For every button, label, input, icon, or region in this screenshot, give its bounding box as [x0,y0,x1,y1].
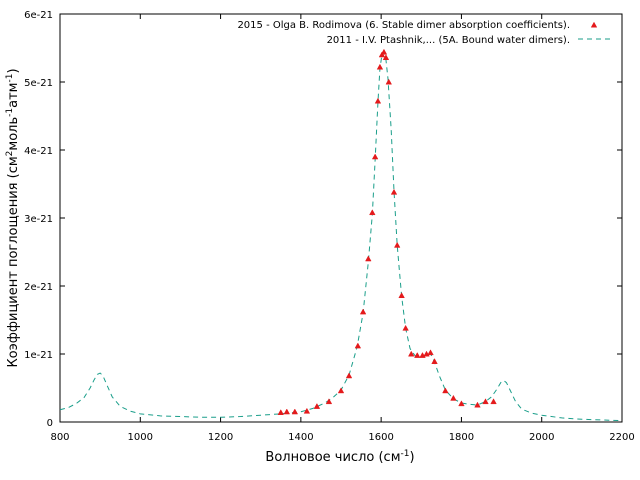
series-line-ptashnik [59,51,623,422]
data-point-rodimova [325,398,333,405]
data-point-rodimova [376,63,384,70]
y-tick-label: 0 [47,418,53,429]
data-point-rodimova [365,255,372,262]
x-tick-label: 1000 [128,432,153,443]
data-point-rodimova [414,352,421,358]
data-point-rodimova [474,401,481,408]
y-tick-label: 5e-21 [24,78,53,89]
data-point-rodimova [431,358,438,364]
y-tick-label: 6e-21 [24,10,53,21]
data-point-rodimova [283,408,291,415]
data-point-rodimova [408,350,415,357]
legend-label-rodimova: 2015 - Olga B. Rodimova (6. Stable dimer… [237,20,570,31]
data-point-rodimova [369,209,376,216]
data-point-rodimova [402,324,409,331]
legend: 2015 - Olga B. Rodimova (6. Stable dimer… [237,20,612,46]
legend-label-ptashnik: 2011 - I.V. Ptashnik,... (5A. Bound wate… [327,35,570,46]
data-point-rodimova [427,349,434,356]
y-tick-label: 1e-21 [24,350,53,361]
plot-frame [59,13,623,423]
data-point-rodimova [313,403,321,409]
data-point-rodimova [490,398,497,405]
y-tick-label: 4e-21 [24,146,53,157]
data-point-rodimova [442,387,449,394]
data-point-rodimova [359,308,367,315]
x-tick-label: 2000 [529,432,554,443]
data-point-rodimova [398,292,405,299]
x-tick-label: 1600 [368,432,393,443]
x-axis-title: Волновое число (см-1) [265,449,414,465]
x-tick-labels: 800 1000 1200 1400 1600 1800 2000 2200 [50,432,634,443]
y-tick-label: 3e-21 [24,214,53,225]
data-point-rodimova [385,78,392,85]
data-point-rodimova [354,342,362,349]
data-point-rodimova [337,387,345,394]
y-axis-title: Коэффициент поглощения (см2моль-1атм-1) [5,68,21,367]
data-point-rodimova [390,188,398,195]
data-point-rodimova [458,400,465,407]
data-point-rodimova [450,394,457,401]
data-point-rodimova [371,153,379,160]
data-point-rodimova [382,54,390,61]
x-tick-label: 1400 [288,432,313,443]
data-point-rodimova [482,398,489,405]
data-point-rodimova [291,408,299,415]
x-tick-label: 1800 [449,432,474,443]
data-point-rodimova [393,241,401,248]
y-tick-labels: 0 1e-21 2e-21 3e-21 4e-21 5e-21 6e-21 [24,10,53,429]
data-point-rodimova [277,409,285,415]
series-layer [59,48,623,422]
data-point-rodimova [380,48,388,55]
data-point-rodimova [303,407,311,414]
x-tick-label: 2200 [609,432,634,443]
x-tick-label: 1200 [208,432,233,443]
y-tick-label: 2e-21 [24,282,53,293]
data-point-rodimova [345,372,353,379]
data-point-rodimova [374,97,382,104]
axis-ticks [59,13,623,423]
legend-marker-rodimova [590,21,598,28]
x-tick-label: 800 [50,432,69,443]
